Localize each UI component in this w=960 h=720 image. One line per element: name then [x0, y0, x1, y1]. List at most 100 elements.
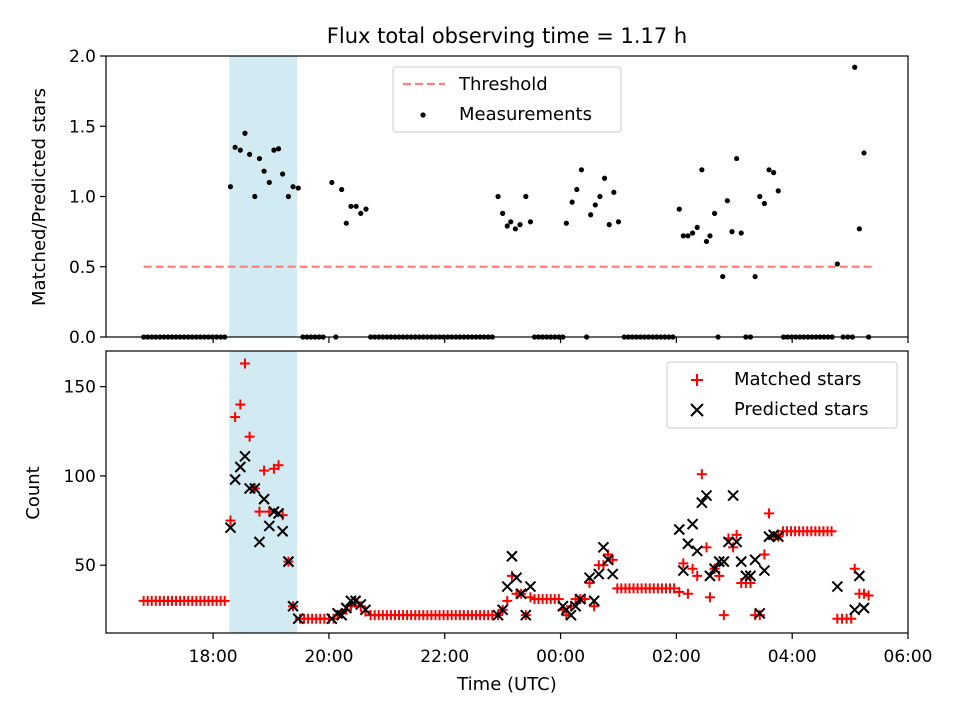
measurement-point: [761, 200, 767, 207]
measurement-point: [508, 219, 514, 225]
predicted-star-point: [708, 563, 721, 575]
measurement-point: [720, 273, 726, 280]
matched-star-point: [718, 610, 729, 621]
measurement-point: [266, 179, 272, 186]
measurement-point: [771, 170, 777, 176]
predicted-star-point: [700, 489, 713, 502]
matched-star-point: [863, 590, 874, 601]
matched-star-point: [764, 508, 775, 519]
bottom-panel: 50 100 150 18:00 20:00 22:00 00:00 02:00 04:00 0…: [23, 350, 933, 695]
matched-star-point: [230, 412, 241, 423]
measurement-point: [834, 261, 840, 267]
top-y-axis-label: Matched/Predicted stars: [29, 88, 50, 306]
x-tick-label: 20:00: [304, 647, 353, 667]
measurement-point: [592, 202, 598, 208]
measurement-point: [724, 198, 730, 204]
matched-star-point: [219, 595, 230, 606]
matched-star-point: [731, 529, 742, 540]
predicted-star-point: [673, 523, 685, 536]
measurement-point: [711, 210, 718, 216]
x-axis-label: Time (UTC): [456, 674, 557, 695]
top-panel: 0.00.51.01.52.0 Matched/Predicted stars …: [29, 47, 909, 348]
predicted-star-point: [340, 602, 353, 614]
x-tick-label: 00:00: [536, 647, 585, 667]
predicted-star-point: [272, 507, 285, 520]
measurement-point: [588, 212, 594, 218]
measurement-point: [694, 224, 700, 231]
measurement-points: [141, 64, 872, 340]
measurement-point: [707, 233, 713, 239]
predicted-star-point: [597, 541, 610, 554]
bottom-y-ticks: 50 100 150: [64, 378, 106, 576]
measurement-point: [766, 167, 772, 173]
measurement-point: [563, 220, 569, 226]
measurement-point: [232, 144, 238, 150]
x-tick-label: 06:00: [884, 647, 933, 667]
top-x-ticks: [212, 337, 909, 343]
predicted-star-point: [602, 554, 614, 566]
measurement-point: [856, 226, 862, 232]
top-y-tick-label: 2.0: [69, 47, 96, 67]
predicted-star-point: [704, 570, 716, 582]
measurement-point: [676, 206, 682, 212]
measurement-point: [574, 186, 580, 193]
measurement-point: [290, 184, 296, 190]
predicted-star-point: [696, 497, 708, 509]
measurement-point: [597, 193, 603, 200]
measurement-point: [757, 193, 763, 200]
bottom-y-axis-label: Count: [23, 466, 44, 519]
measurement-point: [729, 229, 735, 235]
predicted-star-point: [292, 613, 304, 625]
predicted-star-point: [772, 530, 784, 543]
predicted-star-point: [682, 538, 694, 550]
measurement-point: [348, 203, 354, 209]
predicted-star-point: [506, 550, 518, 562]
matched-star-point: [225, 515, 236, 526]
top-legend-box: [392, 66, 622, 133]
measurement-point: [358, 210, 364, 216]
predicted-star-point: [583, 571, 596, 584]
matched-star-point: [754, 610, 765, 621]
predicted-star-point: [229, 473, 241, 486]
measurement-point: [339, 186, 345, 193]
matched-star-point: [696, 469, 707, 480]
predicted-star-point: [524, 580, 537, 593]
measurement-point: [261, 168, 267, 174]
predicted-star-point: [276, 525, 289, 537]
measurement-point: [527, 219, 534, 225]
measurement-point: [295, 185, 301, 191]
predicted-star-point: [510, 571, 523, 584]
bottom-legend-box: [666, 361, 898, 429]
measurement-point: [703, 238, 710, 245]
predicted-star-point: [588, 595, 600, 607]
predicted-star-point: [730, 536, 743, 548]
measurement-point: [615, 219, 622, 225]
measurement-point: [611, 189, 617, 195]
measurement-point: [733, 155, 740, 162]
measurement-point: [569, 199, 575, 205]
predicted-star-point: [515, 588, 527, 600]
top-y-tick-label: 1.5: [69, 117, 96, 137]
measurement-point: [271, 147, 277, 153]
measurement-point: [685, 233, 691, 239]
measurement-point: [680, 233, 686, 239]
predicted-star-point: [359, 604, 372, 616]
measurement-point: [242, 130, 248, 136]
predicted-star-point: [718, 555, 730, 568]
matched-stars-points: [138, 358, 874, 624]
top-y-tick-label: 1.0: [69, 188, 96, 208]
measurement-point: [523, 193, 529, 200]
bottom-y-tick-label: 100: [64, 467, 96, 487]
predicted-star-point: [345, 595, 357, 607]
predicted-star-point: [722, 536, 735, 548]
bottom-x-ticks: 18:00 20:00 22:00 00:00 02:00 04:00 06:00: [189, 633, 933, 667]
measurement-point: [353, 203, 359, 209]
matched-star-point: [858, 588, 869, 599]
predicted-star-point: [501, 580, 513, 593]
predicted-star-point: [263, 520, 276, 532]
measurement-point: [280, 171, 286, 177]
bottom-y-tick-label: 150: [64, 378, 96, 398]
predicted-star-point: [744, 570, 757, 582]
matched-star-point: [235, 399, 246, 410]
measurement-point: [504, 223, 510, 229]
